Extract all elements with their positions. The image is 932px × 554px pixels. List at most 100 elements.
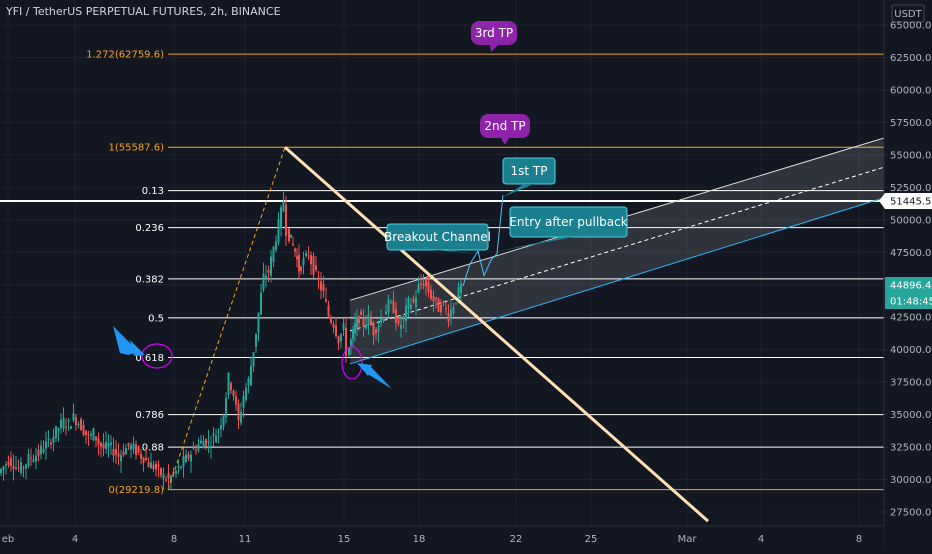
candle-body — [167, 473, 170, 479]
x-tick-label: 8 — [856, 534, 862, 545]
candle-body — [22, 467, 25, 469]
candle-body — [85, 430, 87, 436]
candle-body — [5, 464, 7, 466]
candle-body — [192, 448, 195, 450]
candle-body — [437, 298, 440, 312]
candle-body — [425, 279, 427, 287]
candle-body — [365, 324, 367, 329]
tp3-callout-tail — [490, 45, 498, 52]
candle-body — [348, 347, 350, 356]
candle-body — [210, 445, 212, 448]
candle-body — [410, 304, 412, 309]
candle-body — [320, 281, 322, 291]
candle-body — [110, 442, 112, 446]
candle-body — [300, 266, 302, 271]
fib-label: 0.786 — [135, 410, 164, 421]
y-tick-label: 32500.0 — [890, 443, 931, 454]
candle-body — [265, 275, 267, 280]
level-tag-pointer — [879, 193, 885, 210]
candle-body — [217, 431, 220, 433]
candle-body — [400, 324, 402, 329]
candle-body — [75, 417, 77, 426]
candle-body — [170, 475, 172, 483]
arrow-head-icon — [357, 363, 372, 376]
candle-body — [165, 479, 167, 481]
fibonacci-levels: 1.272(62759.6) 1(55587.6) 0.13 0.236 0.382 0.… — [0, 50, 884, 496]
candle-body — [112, 449, 115, 456]
candle-body — [20, 462, 22, 473]
candle-body — [32, 459, 35, 462]
candle-body — [130, 445, 132, 450]
level-price-tag-text: 51445.5 — [890, 197, 931, 208]
grid-layer — [0, 0, 884, 526]
candle-body — [452, 307, 455, 314]
candle-body — [290, 234, 292, 238]
candle-body — [125, 448, 127, 455]
candle-body — [450, 309, 452, 319]
candle-body — [247, 378, 250, 385]
x-tick-label: 4 — [758, 534, 764, 545]
tp1-callout-tail — [503, 184, 534, 197]
candle-body — [70, 426, 72, 429]
candle-body — [354, 323, 356, 334]
candle-body — [142, 457, 145, 463]
candle-body — [55, 426, 57, 439]
candle-body — [375, 329, 377, 334]
x-tick-label: 25 — [585, 534, 598, 545]
tp2-callout-box — [480, 114, 530, 138]
candle-body — [252, 352, 255, 367]
candle-body — [150, 462, 152, 469]
candle-body — [332, 323, 335, 328]
candle-body — [205, 439, 207, 447]
price-tags: 51445.5 44896.4 01:48:45 — [879, 193, 932, 309]
candle-body — [222, 414, 225, 427]
candle-body — [342, 323, 345, 331]
annotations: 3rd TP 2nd TP 1st TP Breakout Channel Entry … — [113, 21, 628, 389]
candle-body — [77, 424, 80, 426]
candle-body — [356, 317, 358, 328]
candle-body — [200, 440, 202, 444]
x-tick-label: 8 — [171, 534, 177, 545]
candle-body — [288, 228, 290, 242]
y-tick-label: 60000.0 — [890, 85, 931, 96]
candle-body — [460, 283, 462, 293]
candle-body — [230, 383, 232, 391]
candle-body — [92, 428, 95, 441]
x-tick-label: 11 — [239, 534, 252, 545]
candle-body — [310, 254, 312, 265]
y-tick-label: 55000.0 — [890, 150, 931, 161]
candle-body — [358, 316, 360, 323]
candle-body — [307, 255, 310, 257]
arrow-head-icon — [130, 340, 145, 356]
candle-body — [267, 270, 270, 273]
candle-body — [372, 322, 375, 336]
y-tick-label: 30000.0 — [890, 475, 931, 486]
candle-body — [382, 317, 385, 321]
y-tick-label: 65000.0 — [890, 21, 931, 32]
candle-body — [432, 295, 435, 302]
candle-body — [185, 454, 187, 462]
candle-body — [455, 302, 457, 304]
candle-body — [97, 438, 100, 445]
tp3-callout-box — [471, 21, 517, 45]
y-tick-label: 62500.0 — [890, 53, 931, 64]
fib-label: 0.88 — [142, 443, 164, 454]
y-tick-label: 37500.0 — [890, 378, 931, 389]
candle-body — [367, 314, 370, 326]
chart-title: YFI / TetherUS PERPETUAL FUTURES, 2h, BI… — [6, 5, 281, 18]
candle-body — [415, 297, 417, 308]
candle-body — [135, 444, 137, 455]
candle-body — [190, 454, 192, 462]
candle-body — [152, 464, 155, 470]
y-tick-label: 50000.0 — [890, 215, 931, 226]
fib-label: 0.5 — [148, 313, 164, 324]
candle-body — [327, 305, 330, 317]
candle-body — [370, 318, 372, 325]
candle-body — [12, 465, 15, 470]
candle-body — [57, 428, 60, 431]
channel-lower — [349, 197, 885, 365]
tp3-callout: 3rd TP — [471, 21, 517, 52]
last-price-tag-box — [885, 277, 932, 293]
